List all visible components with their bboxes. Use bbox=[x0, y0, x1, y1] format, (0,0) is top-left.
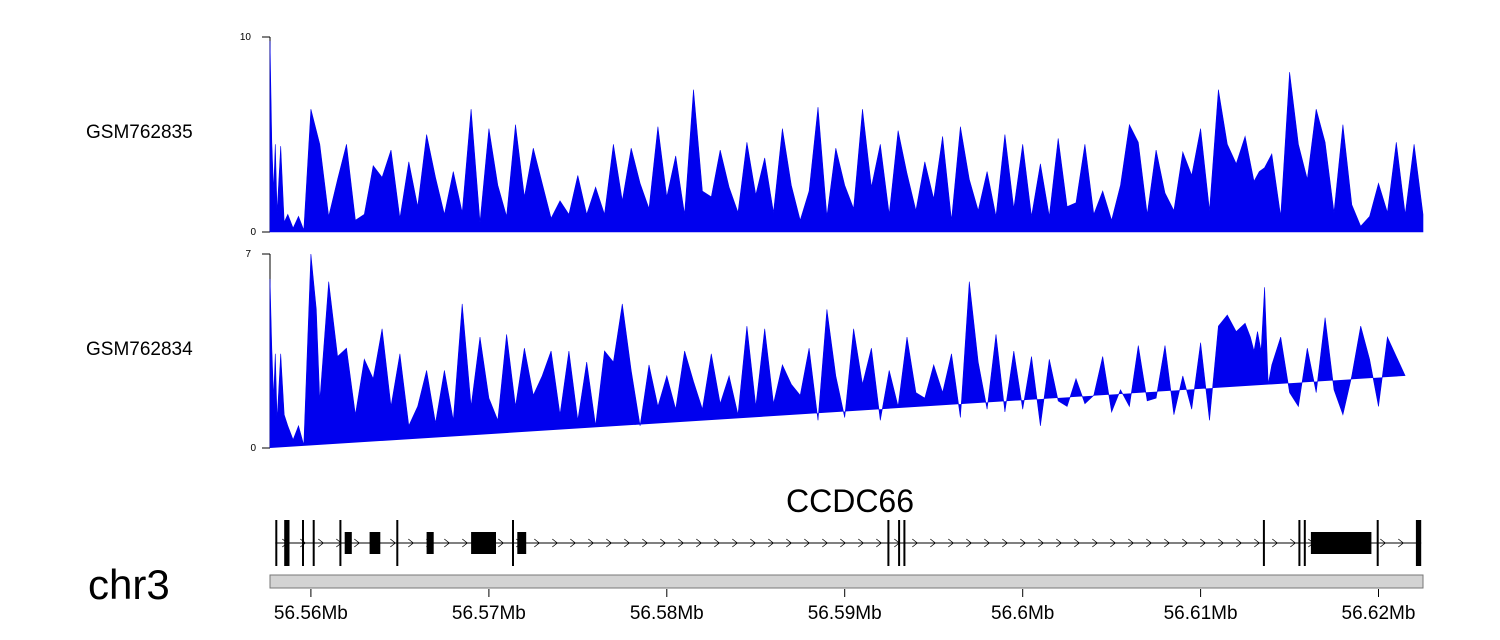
exon bbox=[312, 520, 315, 566]
strand-arrow bbox=[696, 538, 702, 548]
strand-arrow bbox=[498, 538, 504, 548]
strand-arrow bbox=[786, 538, 792, 548]
strand-arrow bbox=[1236, 538, 1242, 548]
exon bbox=[512, 520, 514, 566]
strand-arrow bbox=[1056, 538, 1062, 548]
exon bbox=[903, 520, 906, 566]
chromosome-label: chr3 bbox=[88, 561, 170, 608]
strand-arrow bbox=[318, 538, 324, 548]
strand-arrow bbox=[822, 538, 828, 548]
exon bbox=[898, 520, 901, 566]
exon bbox=[339, 520, 342, 566]
strand-arrow bbox=[1398, 538, 1404, 548]
strand-arrow bbox=[1038, 538, 1044, 548]
strand-arrow bbox=[948, 538, 954, 548]
exon bbox=[887, 520, 890, 566]
track1-signal-area bbox=[269, 40, 1424, 233]
track2-ytick-min-label: 0 bbox=[250, 443, 256, 454]
strand-arrow bbox=[1092, 538, 1098, 548]
strand-arrow bbox=[534, 538, 540, 548]
exon bbox=[344, 532, 352, 554]
strand-arrow bbox=[642, 538, 648, 548]
strand-arrow bbox=[768, 538, 774, 548]
strand-arrow bbox=[462, 538, 468, 548]
strand-arrow bbox=[912, 538, 918, 548]
strand-arrow bbox=[624, 538, 630, 548]
strand-arrow bbox=[1164, 538, 1170, 548]
exon bbox=[1298, 520, 1301, 566]
exon bbox=[302, 520, 304, 566]
gene-name-label: CCDC66 bbox=[786, 483, 914, 519]
strand-arrow bbox=[732, 538, 738, 548]
exon bbox=[275, 520, 278, 566]
strand-arrow bbox=[300, 538, 306, 548]
strand-arrow bbox=[1272, 538, 1278, 548]
x-tick-label: 56.56Mb bbox=[274, 603, 348, 624]
exon bbox=[426, 532, 434, 554]
strand-arrow bbox=[444, 538, 450, 548]
strand-arrow bbox=[1020, 538, 1026, 548]
strand-arrow bbox=[1002, 538, 1008, 548]
strand-arrow bbox=[1218, 538, 1224, 548]
strand-arrow bbox=[1110, 538, 1116, 548]
track-label-gsm762834: GSM762834 bbox=[86, 339, 193, 360]
strand-arrow bbox=[390, 538, 396, 548]
x-tick-label: 56.61Mb bbox=[1164, 603, 1238, 624]
track1-ytick-max-label: 10 bbox=[240, 32, 252, 43]
track2-ytick-max-label: 7 bbox=[245, 249, 251, 260]
x-axis-ticks: 56.56Mb 56.57Mb 56.58Mb 56.59Mb 56.6Mb 56.61M… bbox=[274, 589, 1416, 624]
exon bbox=[284, 520, 290, 566]
exon bbox=[1415, 520, 1422, 566]
strand-arrow bbox=[930, 538, 936, 548]
exon bbox=[369, 532, 381, 554]
strand-arrow bbox=[552, 538, 558, 548]
exon bbox=[1262, 520, 1265, 566]
strand-arrow bbox=[1290, 538, 1296, 548]
strand-arrow bbox=[984, 538, 990, 548]
exon bbox=[1376, 520, 1379, 566]
strand-arrow bbox=[858, 538, 864, 548]
strand-arrow bbox=[408, 538, 414, 548]
strand-arrow bbox=[1182, 538, 1188, 548]
x-tick-label: 56.62Mb bbox=[1342, 603, 1416, 624]
strand-arrow bbox=[588, 538, 594, 548]
strand-arrow bbox=[1146, 538, 1152, 548]
track-label-gsm762835: GSM762835 bbox=[86, 122, 193, 143]
strand-arrow bbox=[1074, 538, 1080, 548]
strand-arrow bbox=[660, 538, 666, 548]
exon bbox=[1303, 520, 1306, 566]
strand-arrow bbox=[606, 538, 612, 548]
strand-arrow bbox=[804, 538, 810, 548]
x-tick-label: 56.6Mb bbox=[991, 603, 1054, 624]
strand-arrow bbox=[570, 538, 576, 548]
x-tick-label: 56.57Mb bbox=[452, 603, 526, 624]
strand-arrow bbox=[1380, 538, 1386, 548]
track1-ytick-min-label: 0 bbox=[250, 227, 256, 238]
strand-arrow bbox=[678, 538, 684, 548]
strand-arrow bbox=[750, 538, 756, 548]
exon bbox=[471, 532, 496, 554]
strand-arrow bbox=[1200, 538, 1206, 548]
exon bbox=[517, 532, 527, 554]
gene-exons bbox=[275, 520, 1422, 566]
x-tick-label: 56.59Mb bbox=[808, 603, 882, 624]
strand-arrow bbox=[876, 538, 882, 548]
strand-arrow bbox=[966, 538, 972, 548]
exon bbox=[396, 520, 399, 566]
strand-arrow bbox=[1254, 538, 1260, 548]
strand-arrow bbox=[354, 538, 360, 548]
strand-arrow bbox=[1128, 538, 1134, 548]
track2-signal-area bbox=[269, 253, 1406, 448]
x-tick-label: 56.58Mb bbox=[630, 603, 704, 624]
chromosome-ideogram-bar bbox=[269, 574, 1424, 589]
strand-arrow bbox=[714, 538, 720, 548]
strand-arrow bbox=[840, 538, 846, 548]
exon bbox=[1310, 532, 1372, 554]
